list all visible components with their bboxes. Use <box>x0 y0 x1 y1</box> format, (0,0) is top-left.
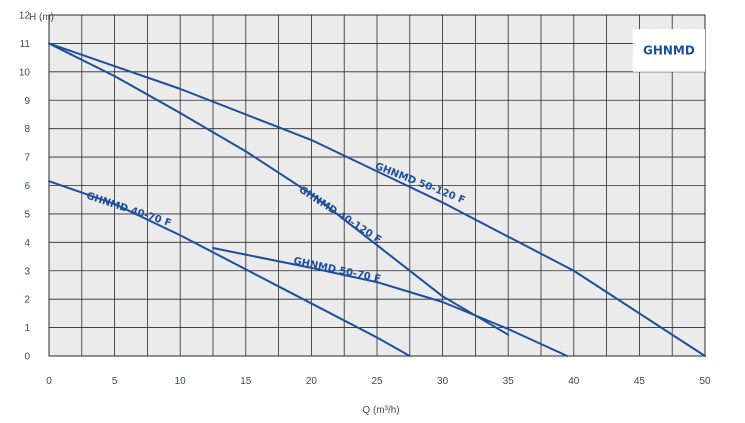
y-tick-label: 6 <box>24 181 30 192</box>
series-line <box>48 180 411 357</box>
x-tick-label: 50 <box>699 376 711 387</box>
series-line <box>212 247 569 357</box>
x-tick-label: 15 <box>240 376 252 387</box>
y-tick-label: 5 <box>24 209 30 220</box>
y-tick-label: 3 <box>24 266 30 277</box>
x-axis-title: Q (m³/h) <box>362 405 399 416</box>
y-tick-label: 0 <box>24 352 30 363</box>
y-tick-label: 7 <box>24 153 30 164</box>
y-tick-label: 10 <box>19 67 31 78</box>
grid-layer <box>48 14 706 357</box>
x-tick-label: 30 <box>437 376 449 387</box>
x-tick-label: 5 <box>112 376 118 387</box>
badge-box <box>632 29 705 72</box>
x-tick-label: 20 <box>306 376 318 387</box>
y-tick-label: 11 <box>20 39 31 50</box>
y-tick-label: 8 <box>24 124 30 135</box>
x-tick-label: 0 <box>46 376 52 387</box>
chart-badge: GHNMD <box>643 44 695 58</box>
x-tick-label: 25 <box>371 376 383 387</box>
y-tick-label: 1 <box>24 323 30 334</box>
x-tick-label: 45 <box>634 376 646 387</box>
y-axis-title: H (m) <box>29 12 54 23</box>
plot-frame <box>48 14 706 357</box>
y-tick-label: 2 <box>24 295 30 306</box>
series-line <box>48 42 706 357</box>
badge-layer: GHNMD <box>632 29 705 72</box>
y-tick-label: 4 <box>24 238 30 249</box>
y-tick-label: 12 <box>19 11 31 22</box>
series-line <box>48 42 510 336</box>
x-tick-label: 35 <box>503 376 515 387</box>
series-layer <box>48 42 706 357</box>
x-tick-label: 10 <box>175 376 187 387</box>
x-tick-label: 40 <box>568 376 580 387</box>
y-tick-label: 9 <box>24 96 30 107</box>
